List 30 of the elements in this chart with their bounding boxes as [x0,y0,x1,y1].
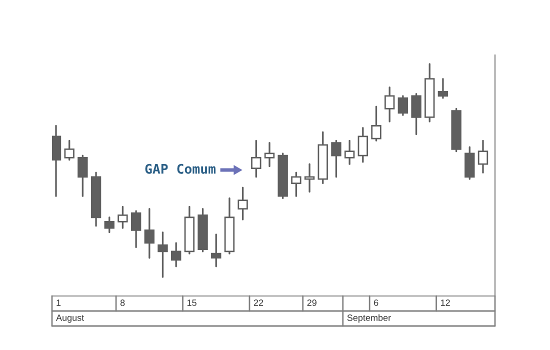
candlestick [52,124,62,197]
text: September [347,314,391,323]
x-tick-label: 8 [120,300,125,306]
candlestick [478,140,488,174]
x-tick-label: 12 [440,300,450,306]
candlestick [198,208,208,252]
candlestick [90,172,102,227]
candlestick [224,197,235,254]
x-tick-label: 6 [374,300,378,306]
x-tick-label: 29 [307,300,316,306]
candlestick [238,186,248,220]
candlestick [344,140,355,165]
candlestick [438,78,448,99]
candlestick [184,206,195,254]
x-tick-label: 15 [187,300,196,306]
candlestick [144,208,155,259]
x-tick-label: 1 [56,300,61,306]
candlestick [464,146,475,180]
annotation: GAP Comum [145,164,216,174]
x-tick-label: 22 [254,300,264,306]
candlestick [264,142,275,168]
candlestick [104,216,114,234]
candlestick [170,242,182,268]
candlestick [371,106,382,142]
candlestick [158,231,168,278]
text: August [56,314,84,323]
candlestick [304,163,315,193]
candlestick [130,210,142,248]
candlestick [398,95,408,116]
candlestick [318,131,328,184]
